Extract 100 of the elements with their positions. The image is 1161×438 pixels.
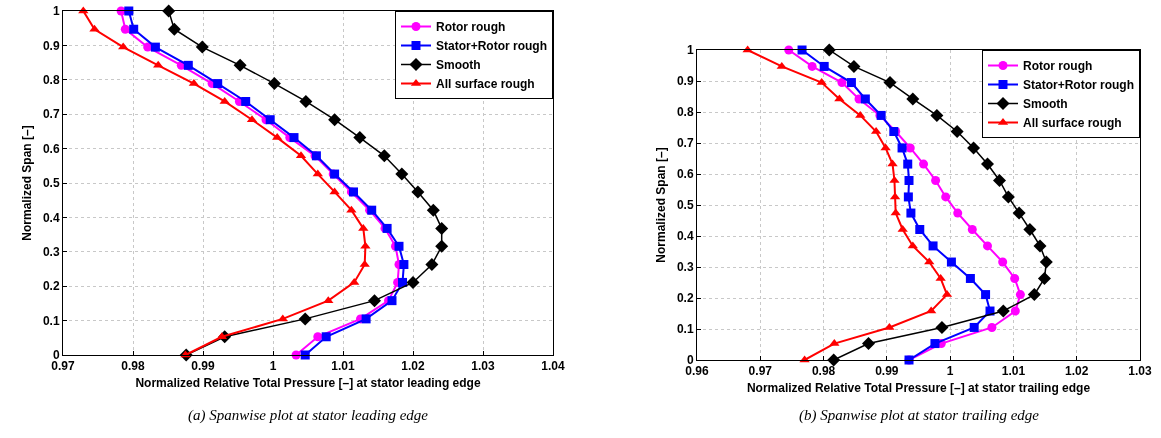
- point: [358, 223, 369, 231]
- point: [425, 258, 439, 272]
- y-tick-label: 0.3: [676, 260, 694, 275]
- point: [903, 192, 913, 202]
- point: [265, 115, 275, 125]
- x-tick-label: 1.03: [1128, 364, 1152, 379]
- point: [897, 143, 907, 153]
- point: [329, 187, 340, 195]
- y-tick-label: 0.1: [676, 322, 694, 337]
- point: [313, 332, 323, 342]
- point: [312, 169, 323, 177]
- point: [406, 275, 420, 289]
- point: [150, 42, 160, 52]
- x-axis-title: Normalized Relative Total Pressure [–] at stator leading edge: [135, 376, 481, 391]
- point: [837, 78, 847, 88]
- point: [953, 208, 963, 218]
- point: [904, 176, 914, 186]
- point: [120, 24, 130, 34]
- point: [219, 96, 230, 104]
- y-tick-label: 0.7: [42, 107, 60, 122]
- y-axis-title: Normalized Span [–]: [654, 147, 669, 263]
- point: [897, 224, 908, 232]
- point: [398, 277, 407, 287]
- x-tick-label: 1: [946, 364, 954, 379]
- point: [928, 241, 938, 251]
- point: [931, 176, 941, 186]
- y-tick-label: 0.6: [42, 141, 60, 156]
- point: [299, 94, 313, 108]
- point: [890, 208, 901, 216]
- y-axis-title: Normalized Span [–]: [20, 125, 35, 241]
- point: [1015, 290, 1025, 300]
- y-tick-label: 0.8: [42, 73, 60, 87]
- point: [930, 339, 940, 349]
- point: [969, 322, 979, 332]
- point: [1027, 288, 1041, 302]
- point: [919, 159, 929, 169]
- point: [946, 257, 956, 267]
- point: [411, 185, 425, 199]
- point: [915, 224, 925, 234]
- point: [321, 332, 331, 342]
- point: [360, 241, 371, 249]
- point: [993, 174, 1007, 188]
- point: [241, 96, 251, 106]
- point: [965, 273, 975, 283]
- point: [1037, 271, 1051, 285]
- point: [935, 273, 946, 281]
- text: (b) Spanwise plot at stator trailing edge: [799, 407, 1040, 424]
- point: [980, 157, 994, 171]
- point: [880, 143, 891, 151]
- point: [998, 257, 1008, 267]
- point: [846, 78, 856, 88]
- legend-label: Smooth: [1023, 97, 1068, 112]
- x-tick-label: 1.01: [1001, 364, 1026, 379]
- point: [1023, 222, 1037, 236]
- point: [1012, 206, 1026, 220]
- point: [213, 79, 223, 89]
- y-tick-label: 0.5: [42, 176, 60, 191]
- point: [1039, 255, 1053, 269]
- x-tick-label: 0.97: [748, 364, 773, 379]
- point: [267, 77, 281, 91]
- x-tick-label: 1.02: [1065, 364, 1089, 379]
- point: [941, 192, 951, 202]
- point: [982, 241, 992, 251]
- point: [860, 94, 870, 104]
- point: [368, 294, 381, 308]
- legend-label: Stator+Rotor rough: [1023, 78, 1134, 93]
- point: [361, 314, 371, 324]
- point: [855, 110, 866, 118]
- point: [153, 60, 164, 68]
- y-tick-label: 0.2: [42, 279, 60, 294]
- point: [883, 76, 897, 90]
- point: [1010, 273, 1020, 283]
- point: [924, 257, 935, 265]
- point: [819, 61, 829, 71]
- y-tick-label: 0.9: [676, 74, 694, 89]
- point: [776, 61, 787, 69]
- point: [395, 167, 409, 181]
- point: [377, 149, 391, 163]
- point: [387, 296, 397, 306]
- point: [399, 260, 409, 270]
- x-tick-label: 0.98: [121, 359, 145, 374]
- point: [183, 60, 193, 70]
- point: [987, 322, 997, 332]
- point: [298, 312, 312, 326]
- x-tick-label: 1: [269, 359, 277, 374]
- y-tick-label: 0.8: [676, 105, 694, 120]
- point: [906, 92, 920, 106]
- legend-label: Rotor rough: [436, 20, 506, 35]
- x-tick-label: 1.02: [401, 359, 425, 374]
- y-tick-label: 0.9: [42, 38, 60, 53]
- legend-label: All surface rough: [1023, 116, 1122, 131]
- point: [935, 320, 949, 334]
- x-tick-label: 1.01: [331, 359, 355, 374]
- point: [167, 22, 181, 36]
- point: [233, 58, 247, 72]
- point: [884, 322, 895, 330]
- point: [328, 113, 342, 127]
- point: [847, 59, 861, 73]
- y-tick-label: 0.5: [676, 198, 694, 213]
- point: [807, 61, 817, 71]
